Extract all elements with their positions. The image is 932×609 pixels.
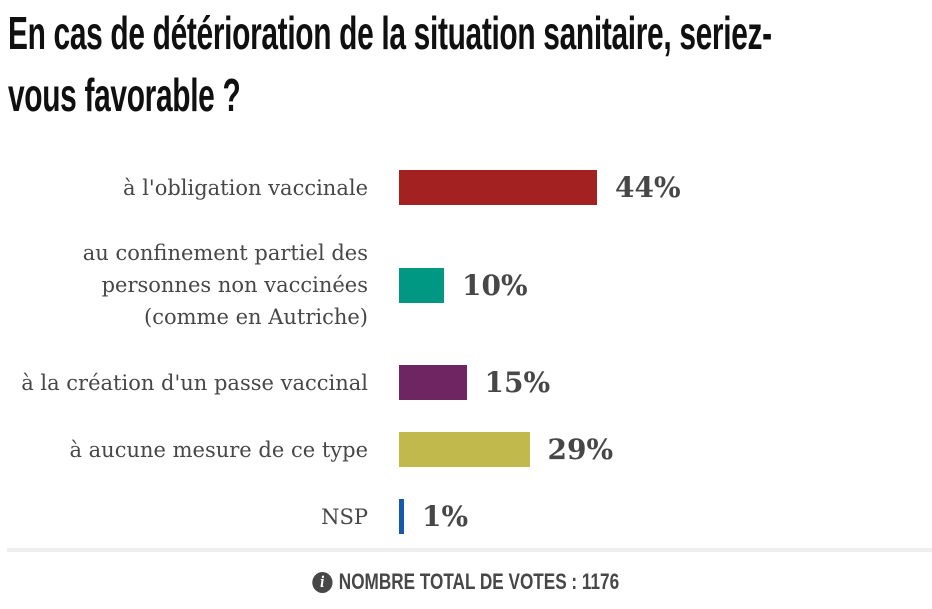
total-votes: i NOMBRE TOTAL DE VOTES : 1176 [312, 569, 620, 595]
poll-option-row: NSP 1% [0, 499, 932, 534]
info-icon-glyph: i [320, 572, 325, 591]
poll-option-barzone: 29% [399, 432, 613, 467]
poll-option-bar [399, 499, 404, 534]
poll-option-value: 29% [547, 433, 614, 466]
poll-option-row: à l'obligation vaccinale 44% [0, 170, 932, 205]
poll-option-value: 15% [484, 366, 551, 399]
poll-results-chart: à l'obligation vaccinale 44% au confinem… [0, 170, 932, 534]
info-icon: i [312, 571, 333, 593]
poll-option-label-line: à l'obligation vaccinale [123, 175, 368, 200]
poll-question-line2: vous favorable ? [8, 69, 241, 121]
poll-option-value: 1% [422, 500, 469, 533]
poll-option-value: 44% [615, 171, 681, 204]
poll-option-label-line: à aucune mesure de ce type [69, 437, 368, 462]
footer-divider [7, 548, 932, 552]
total-votes-label: NOMBRE TOTAL DE VOTES : 1176 [339, 569, 620, 594]
poll-option-label-line: NSP [321, 504, 368, 529]
poll-option-label-line: (comme en Autriche) [144, 305, 368, 329]
poll-option-barzone: 15% [399, 365, 550, 400]
poll-option-label-line: au confinement partiel des [82, 241, 368, 265]
poll-option-row: à aucune mesure de ce type 29% [0, 432, 932, 467]
poll-option-label: NSP [0, 501, 368, 533]
poll-option-label: à l'obligation vaccinale [0, 172, 368, 204]
poll-option-bar [399, 170, 597, 205]
poll-option-value: 10% [462, 268, 528, 302]
poll-option-row: au confinement partiel des personnes non … [0, 237, 932, 333]
poll-footer: i NOMBRE TOTAL DE VOTES : 1176 [0, 569, 932, 595]
poll-option-label: au confinement partiel des personnes non … [0, 237, 368, 333]
poll-option-label: à la création d'un passe vaccinal [0, 367, 368, 399]
poll-question-line1: En cas de détérioration de la situation … [8, 7, 772, 59]
poll-option-bar [399, 365, 467, 400]
poll-option-barzone: 44% [399, 170, 681, 205]
poll-option-label: à aucune mesure de ce type [0, 434, 368, 466]
poll-option-barzone: 1% [399, 499, 468, 534]
poll-option-row: à la création d'un passe vaccinal 15% [0, 365, 932, 400]
poll-option-barzone: 10% [399, 267, 528, 303]
poll-option-bar [399, 432, 530, 467]
poll-option-label-line: à la création d'un passe vaccinal [21, 370, 368, 395]
poll-question: En cas de détérioration de la situation … [8, 2, 932, 126]
poll-option-bar [399, 267, 444, 303]
poll-option-label-line: personnes non vaccinées [101, 273, 368, 297]
